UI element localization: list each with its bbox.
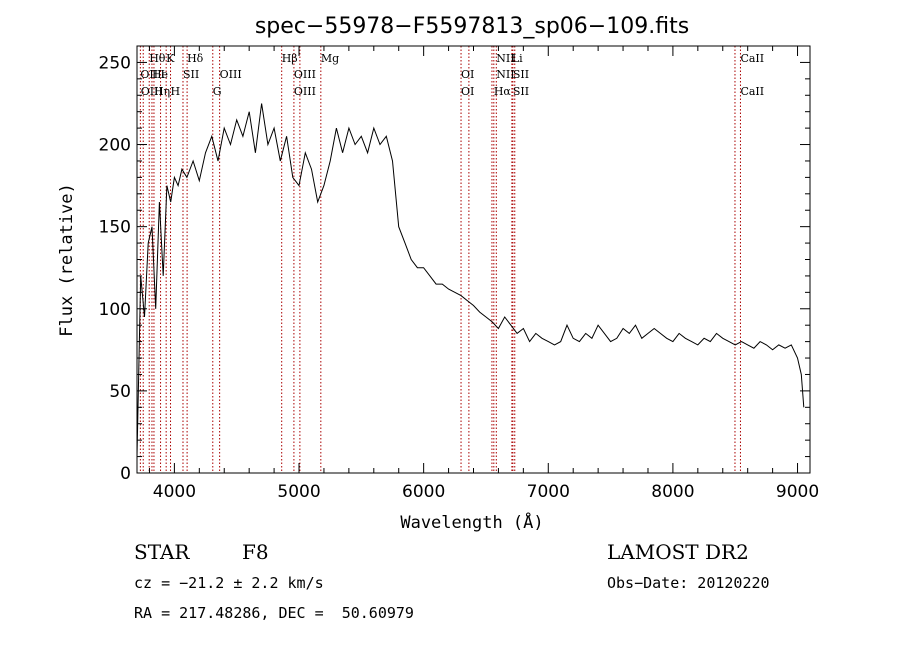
line-label: G [213,85,222,98]
line-label: Mg [321,52,339,65]
y-axis-ticks: 0 50 100 150 200 250 [99,53,810,484]
line-label: NII [496,68,514,81]
line-label: Hα [494,85,512,98]
line-label: OIII [294,68,316,81]
x-tick-label: 4000 [153,482,196,502]
line-label: OIII [220,68,242,81]
line-labels: Hθ OII OIII He Hη K HI SII Hδ OIII G Hβ OIII OIII Mg OI… [140,52,764,98]
coordinates: RA = 217.48286, DEC = 50.60979 [134,604,414,622]
x-tick-label: 9000 [776,482,819,502]
line-label: Hθ [149,52,166,65]
line-label: K [166,52,175,65]
redshift-cz: cz = −21.2 ± 2.2 km/s [134,574,324,592]
y-tick-label: 100 [99,300,131,320]
observation-date: Obs−Date: 20120220 [607,574,770,592]
line-label: OI [461,68,474,81]
y-tick-label: 200 [99,136,131,156]
x-axis-ticks: 4000 5000 6000 7000 8000 9000 [148,46,819,502]
line-label: OIII [294,85,316,98]
y-tick-label: 250 [99,53,131,73]
y-tick-label: 0 [120,464,131,484]
line-label: He [152,68,168,81]
survey-name: LAMOST DR2 [607,540,749,564]
line-label: Hη [154,85,170,98]
x-tick-label: 8000 [651,482,694,502]
x-axis-label: Wavelength (Å) [400,511,543,533]
line-label: OIII [141,85,163,98]
line-label: Hδ [187,52,204,65]
x-tick-label: 6000 [402,482,445,502]
line-label: Li [512,52,523,65]
spectrum-series [136,103,805,457]
line-label: SII [513,85,529,98]
line-label: SII [183,68,199,81]
line-label: SII [513,68,529,81]
line-label: I [161,68,165,81]
chart-title: spec−55978−F5597813_sp06−109.fits [255,14,689,39]
x-tick-label: 5000 [277,482,320,502]
object-class: STAR [134,540,190,564]
line-label: CaII [740,52,764,65]
x-tick-label: 7000 [527,482,570,502]
line-label: OI [461,85,474,98]
plot-frame [136,45,811,474]
line-label: OII [140,68,158,81]
spectrum-line [136,103,805,457]
line-label: Hβ [282,52,298,65]
y-axis-label: Flux (relative) [57,183,77,337]
line-label: NII [496,52,514,65]
object-subclass: F8 [242,540,269,564]
y-tick-label: 150 [99,218,131,238]
y-tick-label: 50 [109,382,131,402]
line-label: H [171,85,181,98]
line-label: CaII [740,85,764,98]
line-markers [139,46,741,473]
